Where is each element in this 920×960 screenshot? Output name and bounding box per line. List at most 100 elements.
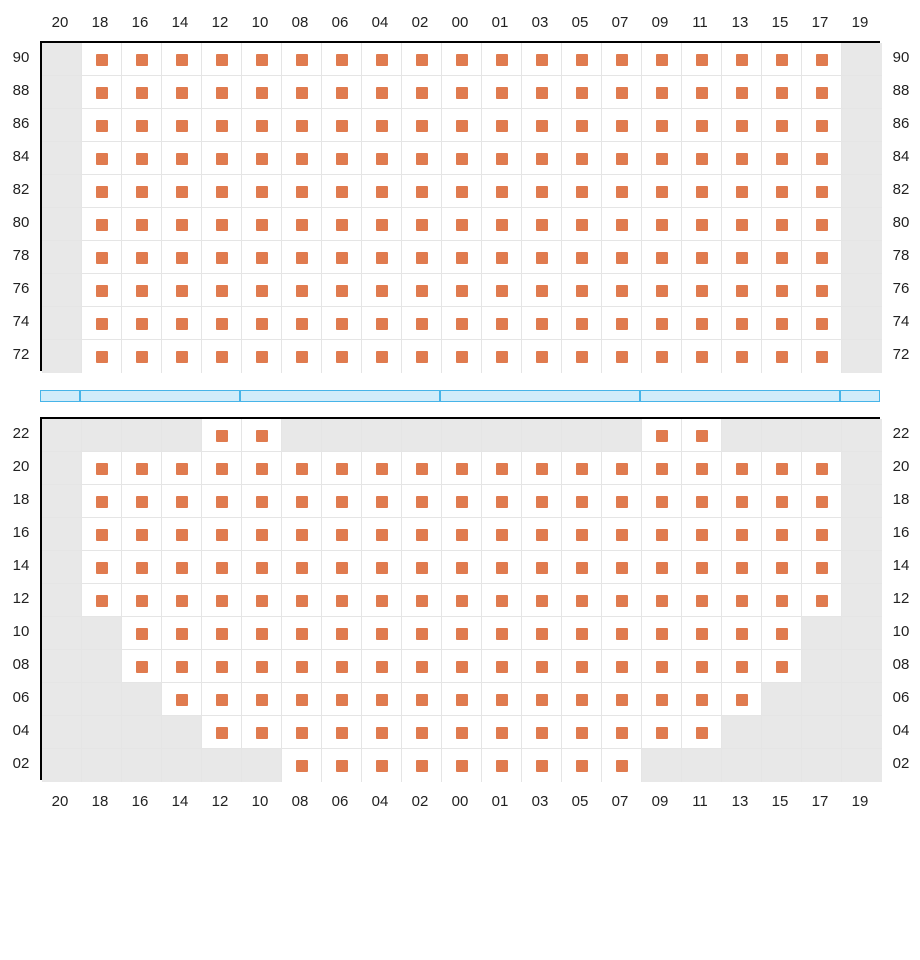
seat[interactable] — [696, 529, 708, 541]
seat[interactable] — [736, 318, 748, 330]
seat[interactable] — [536, 285, 548, 297]
seat[interactable] — [776, 153, 788, 165]
seat[interactable] — [376, 120, 388, 132]
seat[interactable] — [296, 87, 308, 99]
seat[interactable] — [456, 463, 468, 475]
seat[interactable] — [296, 351, 308, 363]
seat[interactable] — [576, 661, 588, 673]
seat[interactable] — [96, 54, 108, 66]
seat[interactable] — [656, 529, 668, 541]
seat[interactable] — [216, 562, 228, 574]
seat[interactable] — [376, 351, 388, 363]
seat[interactable] — [296, 318, 308, 330]
seat[interactable] — [576, 760, 588, 772]
seat[interactable] — [336, 727, 348, 739]
seat[interactable] — [336, 496, 348, 508]
seat[interactable] — [216, 463, 228, 475]
seat[interactable] — [256, 694, 268, 706]
seat[interactable] — [536, 760, 548, 772]
seat[interactable] — [336, 252, 348, 264]
seat[interactable] — [136, 463, 148, 475]
seat[interactable] — [176, 628, 188, 640]
seat[interactable] — [336, 87, 348, 99]
seat[interactable] — [136, 219, 148, 231]
seat[interactable] — [456, 285, 468, 297]
seat[interactable] — [416, 351, 428, 363]
seat[interactable] — [616, 496, 628, 508]
seat[interactable] — [216, 120, 228, 132]
seat[interactable] — [776, 661, 788, 673]
seat[interactable] — [216, 529, 228, 541]
seat[interactable] — [136, 595, 148, 607]
seat[interactable] — [336, 153, 348, 165]
seat[interactable] — [136, 54, 148, 66]
seat[interactable] — [736, 219, 748, 231]
seat[interactable] — [736, 463, 748, 475]
seat[interactable] — [256, 54, 268, 66]
seat[interactable] — [256, 661, 268, 673]
seat[interactable] — [456, 186, 468, 198]
seat[interactable] — [376, 628, 388, 640]
seat[interactable] — [736, 186, 748, 198]
seat[interactable] — [656, 318, 668, 330]
seat[interactable] — [416, 318, 428, 330]
seat[interactable] — [496, 153, 508, 165]
seat[interactable] — [776, 120, 788, 132]
seat[interactable] — [776, 463, 788, 475]
seat[interactable] — [736, 628, 748, 640]
seat[interactable] — [256, 186, 268, 198]
seat[interactable] — [616, 351, 628, 363]
seat[interactable] — [496, 252, 508, 264]
seat[interactable] — [256, 562, 268, 574]
seat[interactable] — [536, 496, 548, 508]
seat[interactable] — [816, 529, 828, 541]
seat[interactable] — [376, 760, 388, 772]
seat[interactable] — [816, 54, 828, 66]
seat[interactable] — [296, 694, 308, 706]
seat[interactable] — [776, 87, 788, 99]
seat[interactable] — [816, 153, 828, 165]
seat[interactable] — [656, 153, 668, 165]
seat[interactable] — [616, 727, 628, 739]
seat[interactable] — [496, 595, 508, 607]
seat[interactable] — [616, 87, 628, 99]
seat[interactable] — [536, 318, 548, 330]
seat[interactable] — [496, 318, 508, 330]
seat[interactable] — [496, 562, 508, 574]
seat[interactable] — [376, 727, 388, 739]
seat[interactable] — [576, 529, 588, 541]
seat[interactable] — [456, 219, 468, 231]
seat[interactable] — [496, 54, 508, 66]
seat[interactable] — [616, 186, 628, 198]
seat[interactable] — [256, 430, 268, 442]
seat[interactable] — [336, 595, 348, 607]
seat[interactable] — [736, 87, 748, 99]
seat[interactable] — [336, 120, 348, 132]
seat[interactable] — [136, 529, 148, 541]
seat[interactable] — [816, 351, 828, 363]
seat[interactable] — [416, 760, 428, 772]
seat[interactable] — [576, 694, 588, 706]
seat[interactable] — [256, 351, 268, 363]
seat[interactable] — [696, 318, 708, 330]
seat[interactable] — [136, 661, 148, 673]
seat[interactable] — [96, 595, 108, 607]
seat[interactable] — [536, 351, 548, 363]
seat[interactable] — [776, 628, 788, 640]
seat[interactable] — [176, 318, 188, 330]
seat[interactable] — [376, 694, 388, 706]
seat[interactable] — [576, 252, 588, 264]
seat[interactable] — [176, 285, 188, 297]
seat[interactable] — [136, 87, 148, 99]
seat[interactable] — [736, 120, 748, 132]
seat[interactable] — [736, 285, 748, 297]
seat[interactable] — [536, 694, 548, 706]
seat[interactable] — [336, 318, 348, 330]
seat[interactable] — [816, 186, 828, 198]
seat[interactable] — [176, 529, 188, 541]
seat[interactable] — [456, 727, 468, 739]
seat[interactable] — [96, 529, 108, 541]
seat[interactable] — [176, 54, 188, 66]
seat[interactable] — [176, 87, 188, 99]
seat[interactable] — [656, 661, 668, 673]
